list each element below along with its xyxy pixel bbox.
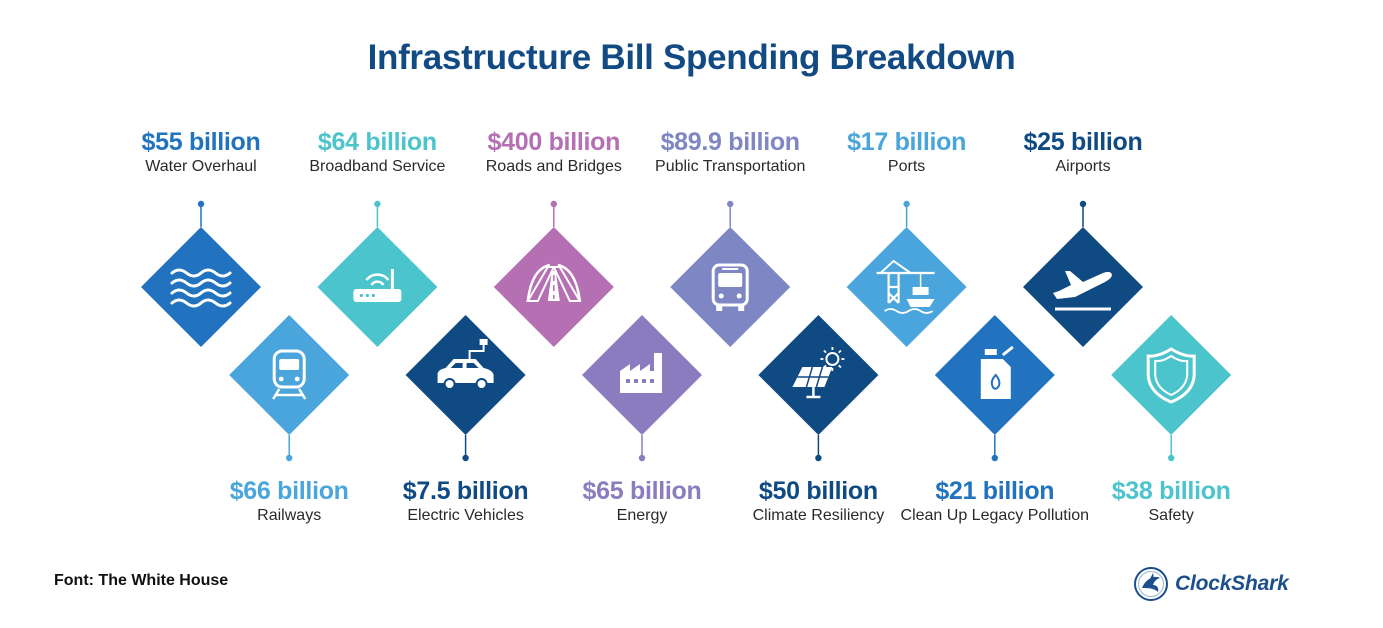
category-label: $50 billion Climate Resiliency: [698, 477, 938, 526]
connector-dot: [1168, 454, 1175, 462]
category-name: Airports: [1055, 158, 1111, 175]
amount-value: $64 billion: [317, 128, 437, 156]
logo-text: ClockShark: [1175, 572, 1289, 595]
category-diamond: [141, 227, 261, 347]
spending-item: [670, 200, 791, 347]
category-name: Public Transportation: [655, 158, 806, 175]
category-name: Energy: [616, 507, 668, 524]
connector-dot: [374, 200, 381, 208]
category-label: $400 billion Roads and Bridges: [434, 128, 674, 177]
connector-dot: [638, 454, 646, 462]
category-label: $7.5 billion Electric Vehicles: [346, 477, 586, 526]
connector-dot: [197, 200, 205, 208]
connector-dot: [727, 200, 734, 208]
category-label: $64 billion Broadband Service: [257, 128, 497, 177]
amount-value: $38 billion: [1111, 477, 1231, 505]
category-label: $66 billion Railways: [169, 477, 409, 526]
spending-item: [141, 200, 261, 347]
source-credit: Font: The White House: [54, 572, 229, 589]
category-name: Water Overhaul: [145, 158, 257, 175]
connector-dot: [1079, 200, 1087, 208]
category-diamond: [317, 227, 438, 347]
amount-value: $55 billion: [141, 128, 261, 156]
category-diamond: [229, 315, 350, 435]
airplane-icon: [1053, 271, 1112, 311]
brand-logo: ClockShark: [1133, 566, 1289, 602]
spending-item: [493, 200, 614, 347]
spending-item: [1023, 200, 1143, 347]
connector-dot: [815, 454, 822, 462]
category-name: Broadband Service: [309, 158, 446, 175]
category-label: $89.9 billion Public Transportation: [610, 128, 850, 177]
category-label: $17 billion Ports: [787, 128, 1027, 177]
router-icon: [353, 269, 402, 302]
amount-value: $89.9 billion: [660, 128, 801, 156]
electric-car-icon: [437, 339, 494, 390]
spending-item: [934, 315, 1055, 462]
port-crane-icon: [876, 259, 935, 314]
train-icon: [272, 349, 307, 400]
spending-item: [846, 200, 967, 347]
category-name: Railways: [257, 507, 322, 524]
connector-dot: [903, 200, 910, 208]
category-label: $38 billion Safety: [1051, 477, 1291, 526]
category-name: Safety: [1148, 507, 1194, 524]
road-bridge-icon: [526, 263, 582, 302]
amount-value: $400 billion: [487, 128, 621, 156]
amount-value: $7.5 billion: [402, 477, 529, 505]
spending-item: [758, 315, 879, 462]
amount-value: $17 billion: [847, 128, 967, 156]
category-diamond: [1111, 315, 1232, 435]
category-label: $65 billion Energy: [522, 477, 762, 526]
connector-dot: [550, 200, 557, 208]
amount-value: $21 billion: [935, 477, 1055, 505]
spending-item: [1111, 315, 1232, 462]
factory-icon: [620, 353, 662, 393]
category-name: Electric Vehicles: [407, 507, 524, 524]
category-name: Ports: [887, 158, 926, 175]
shield-icon: [1146, 347, 1196, 404]
fuel-can-icon: [980, 345, 1014, 399]
category-name: Clean Up Legacy Pollution: [900, 507, 1090, 524]
category-label: $21 billion Clean Up Legacy Pollution: [875, 477, 1115, 526]
solar-panel-icon: [792, 347, 845, 399]
category-diamond: [846, 227, 967, 347]
water-waves-icon: [170, 268, 232, 308]
spending-item: [582, 315, 702, 462]
amount-value: $50 billion: [758, 477, 878, 505]
connector-dot: [991, 454, 998, 462]
connector-dot: [462, 454, 469, 462]
category-name: Climate Resiliency: [752, 507, 885, 524]
amount-value: $66 billion: [229, 477, 349, 505]
category-label: $55 billion Water Overhaul: [81, 128, 321, 177]
spending-item: [229, 315, 350, 462]
amount-value: $25 billion: [1023, 128, 1143, 156]
page-title: Infrastructure Bill Spending Breakdown: [367, 38, 1016, 77]
spending-item: [405, 315, 526, 462]
category-label: $25 billion Airports: [963, 128, 1203, 177]
connector-dot: [286, 454, 293, 462]
shark-logo-icon: [1134, 567, 1168, 601]
spending-item: [317, 200, 438, 347]
amount-value: $65 billion: [582, 477, 702, 505]
bus-icon: [711, 263, 749, 311]
category-name: Roads and Bridges: [485, 158, 622, 175]
